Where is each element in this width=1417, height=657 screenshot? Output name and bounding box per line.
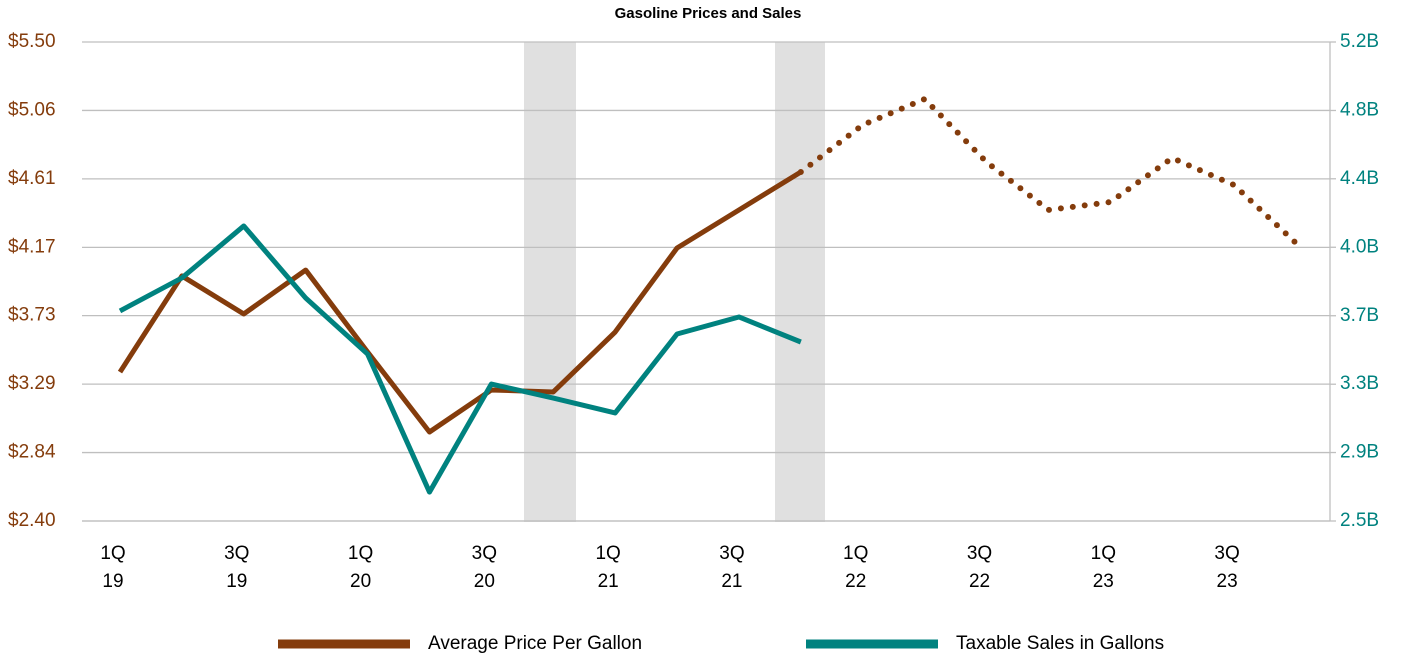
x-tick-label: 1Q 22: [843, 543, 869, 592]
x-tick-label: 3Q 22: [966, 543, 993, 592]
x-tick-label: 3Q 19: [224, 543, 250, 592]
series-line: [117, 169, 803, 435]
y2-tick-label: 2.9B: [1340, 442, 1379, 463]
y2-tick-label: 4.4B: [1340, 168, 1379, 189]
y-tick-label: $3.73: [8, 305, 56, 326]
x-tick-label: 3Q 23: [1214, 543, 1240, 592]
shaded-period: [524, 42, 576, 522]
y-tick-label: $4.17: [8, 236, 56, 257]
series-line: [118, 223, 802, 495]
shaded-period: [775, 42, 825, 522]
y-tick-label: $3.29: [8, 373, 56, 394]
y2-tick-label: 3.3B: [1340, 373, 1379, 394]
y2-tick-label: 4.0B: [1340, 236, 1379, 257]
y2-tick-label: 5.2B: [1340, 31, 1379, 52]
y-tick-label: $5.06: [8, 99, 56, 120]
y-tick-label: $5.50: [8, 31, 56, 52]
y-tick-label: $2.84: [8, 442, 56, 463]
y2-tick-label: 2.5B: [1340, 510, 1379, 531]
x-tick-label: 1Q 21: [595, 543, 621, 592]
forecast-line: [797, 95, 1299, 247]
x-tick-label: 1Q 20: [347, 543, 374, 592]
x-tick-label: 3Q 20: [471, 543, 498, 592]
legend-label: Taxable Sales in Gallons: [956, 633, 1164, 654]
y-tick-label: $4.61: [8, 168, 56, 189]
y2-tick-label: 3.7B: [1340, 305, 1379, 326]
x-tick-label: 1Q 23: [1090, 543, 1116, 592]
chart-title: Gasoline Prices and Sales: [615, 5, 802, 22]
x-tick-label: 1Q 19: [100, 543, 126, 592]
legend-label: Average Price Per Gallon: [428, 633, 642, 654]
y-tick-label: $2.40: [8, 510, 56, 531]
y2-tick-label: 4.8B: [1340, 99, 1379, 120]
x-tick-label: 3Q 21: [719, 543, 745, 592]
